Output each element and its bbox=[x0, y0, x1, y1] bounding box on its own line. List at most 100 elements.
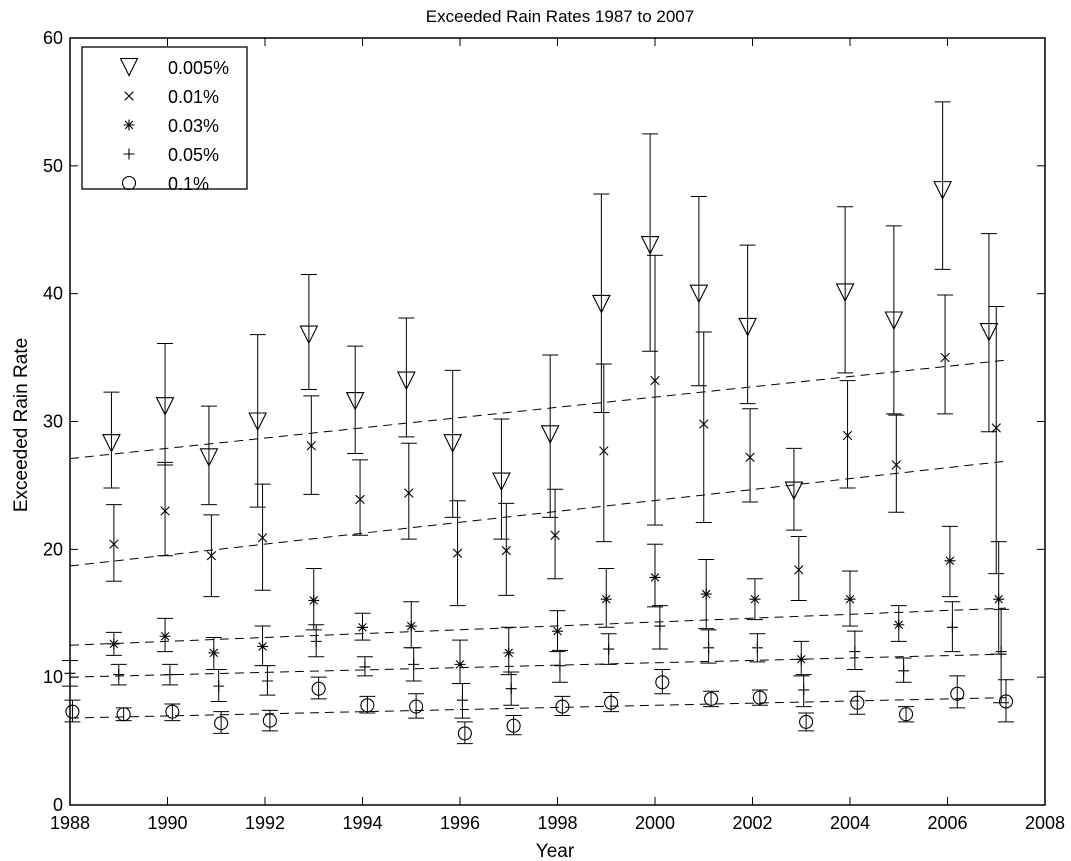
data-point bbox=[506, 718, 521, 733]
data-point bbox=[208, 647, 220, 659]
data-point bbox=[946, 621, 958, 633]
data-point bbox=[795, 653, 807, 665]
trend-line bbox=[69, 607, 1007, 646]
data-point bbox=[850, 695, 865, 710]
data-point bbox=[554, 660, 566, 672]
legend-marker-0.01% bbox=[124, 91, 134, 101]
data-point bbox=[213, 680, 225, 692]
data-point bbox=[555, 699, 570, 714]
legend-label: 0.05% bbox=[168, 145, 219, 165]
y-tick-label: 40 bbox=[43, 284, 63, 304]
data-point bbox=[891, 460, 902, 470]
legend-label: 0.005% bbox=[168, 58, 229, 78]
x-tick-label: 1990 bbox=[147, 813, 187, 833]
data-point bbox=[995, 646, 1007, 658]
data-point bbox=[405, 620, 417, 632]
x-tick-label: 1998 bbox=[537, 813, 577, 833]
data-point bbox=[396, 371, 416, 391]
data-point bbox=[794, 565, 804, 575]
data-point bbox=[165, 704, 180, 719]
trend-line bbox=[69, 359, 1007, 460]
data-point bbox=[308, 594, 320, 606]
data-point bbox=[749, 593, 761, 605]
data-point bbox=[113, 669, 125, 681]
data-point bbox=[359, 661, 371, 673]
data-point bbox=[849, 646, 861, 658]
data-point bbox=[835, 283, 855, 303]
legend: 0.005% 0.01% 0.03% 0.05% 0.1% bbox=[81, 46, 248, 194]
y-tick-label: 60 bbox=[43, 28, 63, 48]
data-point bbox=[884, 311, 904, 331]
data-point bbox=[452, 548, 463, 558]
data-point bbox=[457, 726, 472, 741]
data-point bbox=[940, 352, 950, 363]
data-point bbox=[102, 434, 121, 453]
data-series bbox=[62, 101, 1014, 745]
data-point bbox=[262, 713, 277, 728]
data-point bbox=[257, 640, 269, 652]
data-point bbox=[599, 446, 609, 456]
data-point bbox=[116, 707, 131, 722]
data-point bbox=[345, 391, 365, 411]
data-point bbox=[503, 647, 515, 659]
data-point bbox=[784, 481, 804, 501]
data-point bbox=[600, 593, 612, 605]
data-point bbox=[604, 695, 619, 710]
series-0.05% bbox=[62, 601, 1010, 719]
data-point bbox=[311, 681, 326, 696]
data-point bbox=[799, 714, 814, 729]
data-point bbox=[408, 658, 420, 670]
trend-line bbox=[69, 653, 1007, 678]
data-point bbox=[704, 691, 719, 706]
data-point bbox=[603, 643, 615, 655]
data-point bbox=[261, 675, 273, 687]
x-tick-label: 2000 bbox=[635, 813, 675, 833]
data-point bbox=[979, 322, 999, 342]
data-point bbox=[214, 716, 229, 731]
x-tick-label: 1992 bbox=[245, 813, 285, 833]
data-point bbox=[899, 707, 914, 722]
data-point bbox=[257, 533, 268, 543]
series-0.03% bbox=[105, 525, 1007, 685]
series-0.1% bbox=[64, 668, 1014, 745]
legend-marker-0.005% bbox=[119, 57, 139, 77]
data-point bbox=[199, 448, 219, 468]
data-point bbox=[357, 621, 368, 633]
data-point bbox=[454, 658, 466, 670]
data-point bbox=[640, 236, 660, 255]
chart-title: Exceeded Rain Rates 1987 to 2007 bbox=[426, 7, 694, 26]
x-tick-label: 1994 bbox=[342, 813, 382, 833]
series-0.005% bbox=[102, 101, 999, 540]
data-point bbox=[752, 690, 767, 705]
data-point bbox=[306, 441, 317, 451]
data-point bbox=[456, 694, 468, 706]
data-point bbox=[655, 675, 670, 690]
data-point bbox=[443, 434, 463, 453]
legend-box bbox=[81, 46, 248, 190]
data-point bbox=[501, 545, 512, 556]
legend-label: 0.03% bbox=[168, 116, 219, 136]
data-point bbox=[745, 452, 755, 462]
data-point bbox=[160, 506, 170, 516]
data-point bbox=[991, 423, 1001, 433]
data-point bbox=[699, 419, 709, 429]
data-point bbox=[944, 555, 956, 567]
data-point bbox=[155, 397, 175, 416]
data-point bbox=[738, 317, 758, 337]
data-point bbox=[700, 588, 712, 600]
data-point bbox=[993, 593, 1005, 605]
data-point bbox=[492, 472, 511, 492]
data-point bbox=[898, 665, 910, 677]
data-point bbox=[65, 704, 80, 719]
data-point bbox=[550, 530, 560, 540]
legend-marker-0.03% bbox=[123, 119, 135, 131]
data-point bbox=[108, 638, 120, 650]
x-tick-label: 1996 bbox=[440, 813, 480, 833]
data-point bbox=[206, 551, 217, 561]
data-point bbox=[404, 488, 414, 498]
data-point bbox=[649, 571, 661, 583]
data-point bbox=[360, 698, 375, 713]
data-point bbox=[109, 539, 119, 549]
data-point bbox=[751, 642, 763, 654]
